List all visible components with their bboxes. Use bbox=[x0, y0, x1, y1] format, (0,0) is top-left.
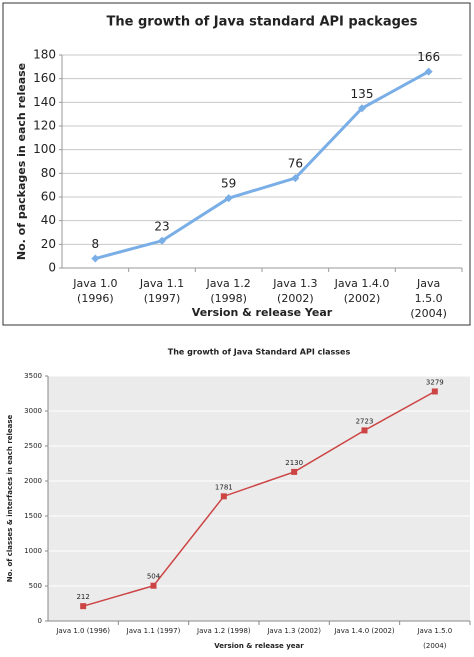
data-label: 2130 bbox=[285, 459, 303, 467]
marker bbox=[158, 236, 166, 245]
data-label: 3279 bbox=[426, 378, 444, 386]
y-tick-label: 100 bbox=[33, 142, 56, 156]
marker bbox=[424, 67, 433, 76]
x-tick-label: Java 1.0 (1996) bbox=[73, 277, 118, 305]
chart-frame bbox=[2, 2, 471, 326]
line bbox=[94, 70, 430, 260]
x-tick-label: Java 1.0 (1996) bbox=[56, 627, 110, 635]
x-axis-label: Version & release year bbox=[214, 642, 304, 650]
y-axis-label: No. of packages in each release bbox=[15, 63, 28, 260]
y-tick-label: 3500 bbox=[24, 372, 42, 380]
y-tick-label: 1000 bbox=[24, 547, 42, 555]
y-tick-label: 160 bbox=[33, 71, 56, 85]
chart-title: The growth of Java Standard API classes bbox=[168, 348, 351, 357]
y-tick-label: 40 bbox=[41, 213, 56, 227]
plot-area bbox=[48, 376, 470, 621]
marker bbox=[80, 603, 87, 610]
data-label: 8 bbox=[92, 237, 100, 251]
y-tick-label: 80 bbox=[41, 166, 56, 180]
data-label: 2723 bbox=[356, 417, 374, 425]
marker bbox=[291, 468, 298, 475]
y-tick-label: 2000 bbox=[24, 477, 42, 485]
y-tick-label: 60 bbox=[41, 190, 56, 204]
x-tick-label: Java 1.2 (1998) bbox=[206, 277, 251, 305]
data-label: 76 bbox=[288, 157, 303, 171]
x-tick-label: Java 1.1 (1997) bbox=[139, 277, 185, 305]
marker bbox=[150, 582, 157, 589]
y-tick-label: 20 bbox=[41, 237, 56, 251]
marker bbox=[361, 427, 368, 434]
data-label: 504 bbox=[147, 573, 161, 581]
x-tick-label: Java 1.5.0 (2004) bbox=[410, 277, 447, 320]
marker bbox=[91, 254, 100, 263]
x-tick-label: Java 1.1 (1997) bbox=[126, 627, 181, 635]
y-tick-label: 2500 bbox=[24, 442, 42, 450]
x-tick-label: Java 1.5.0 (2004) bbox=[417, 627, 453, 650]
y-axis-label: No. of classes & interfaces in each rele… bbox=[6, 414, 14, 582]
marker bbox=[291, 174, 300, 183]
x-axis-label: Version & release Year bbox=[192, 306, 333, 319]
y-tick-label: 0 bbox=[48, 261, 56, 275]
marker bbox=[224, 194, 233, 203]
y-tick-label: 180 bbox=[33, 48, 56, 62]
x-tick-label: Java 1.4.0 (2002) bbox=[334, 627, 395, 635]
y-tick-label: 120 bbox=[33, 119, 56, 133]
data-label: 166 bbox=[417, 50, 440, 64]
data-label: 59 bbox=[221, 177, 236, 191]
y-tick-label: 140 bbox=[33, 95, 56, 109]
data-label: 23 bbox=[154, 219, 169, 233]
marker bbox=[431, 388, 438, 395]
x-tick-label: Java 1.4.0 (2002) bbox=[334, 277, 390, 305]
x-tick-label: Java 1.2 (1998) bbox=[197, 627, 251, 635]
x-tick-label: Java 1.3 (2002) bbox=[273, 277, 318, 305]
line bbox=[82, 390, 436, 607]
y-tick-label: 3000 bbox=[24, 407, 42, 415]
data-label: 135 bbox=[351, 87, 374, 101]
x-tick-label: Java 1.3 (2002) bbox=[267, 627, 321, 635]
y-tick-label: 0 bbox=[38, 617, 42, 625]
y-tick-label: 1500 bbox=[24, 512, 42, 520]
chart-title: The growth of Java standard API packages bbox=[107, 15, 418, 30]
y-tick-label: 500 bbox=[29, 582, 42, 590]
marker bbox=[358, 104, 366, 113]
data-label: 1781 bbox=[215, 483, 233, 491]
marker bbox=[220, 493, 227, 500]
data-label: 212 bbox=[76, 593, 89, 601]
